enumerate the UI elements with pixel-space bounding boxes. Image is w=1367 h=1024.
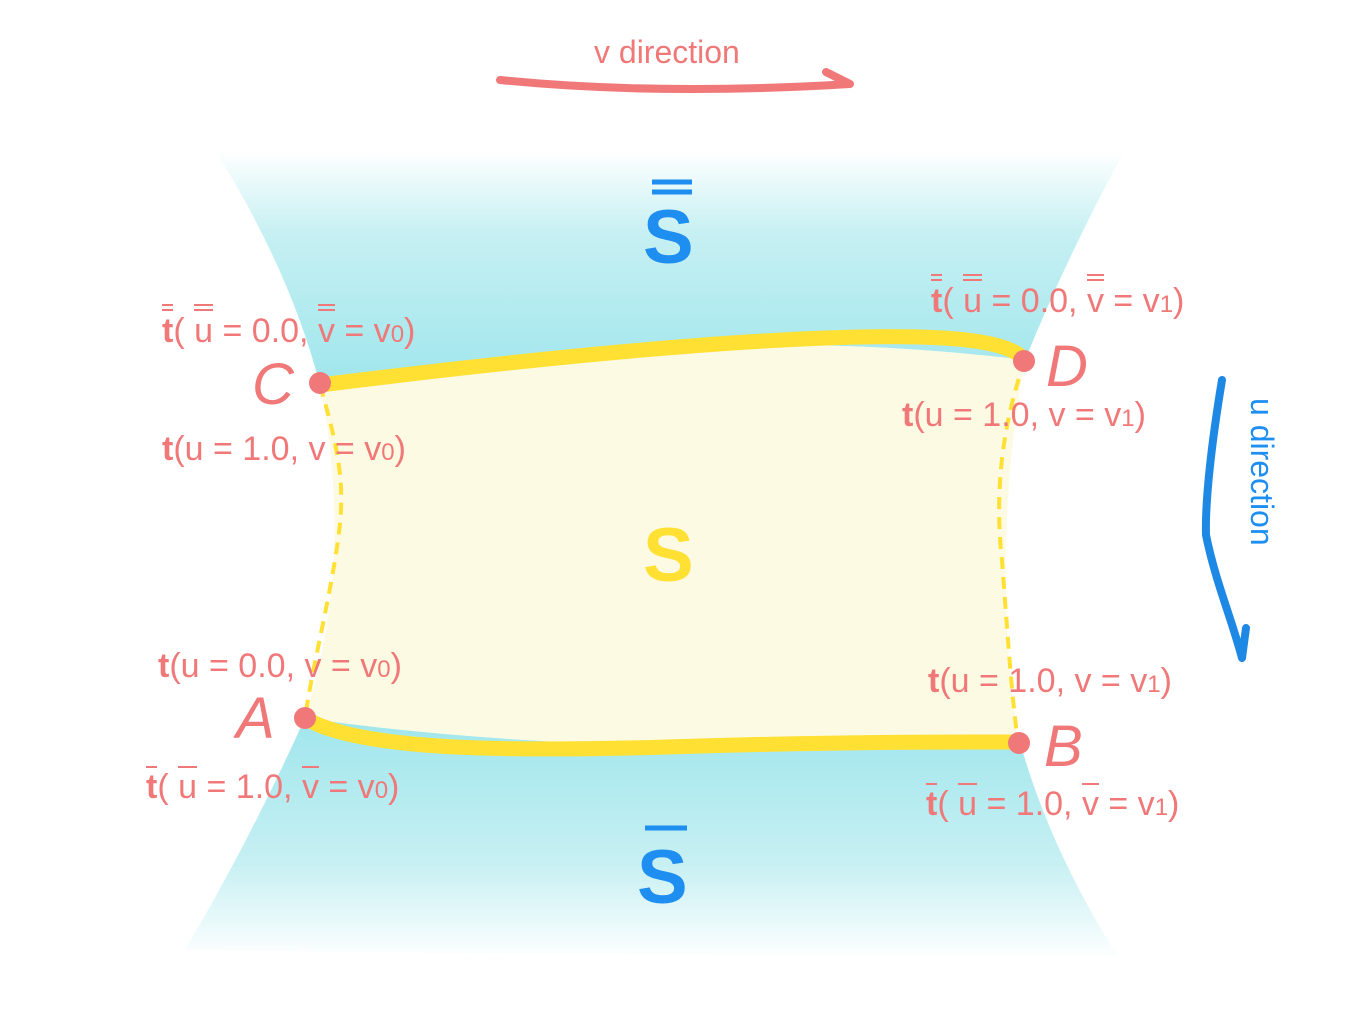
v-direction-arrow (496, 68, 854, 93)
point-C-label: C (252, 352, 294, 417)
u-direction-arrow (1201, 376, 1250, 662)
point-D-marker (1013, 350, 1035, 372)
u-direction-label: u direction (1244, 398, 1280, 546)
label-A-top: t(u = 0.0, v = v0) (158, 647, 402, 685)
top-surface-region (215, 150, 1125, 385)
boundary-edge-left (303, 384, 344, 719)
point-D-label: D (1046, 334, 1088, 399)
surface-S-label: S (643, 513, 694, 598)
label-D-top: t( u = 0.0, v = v1) (931, 274, 1185, 320)
bottom-surface-region (185, 718, 1120, 960)
label-C-top: t( u = 0.0, v = v0) (162, 304, 416, 350)
point-B-marker (1008, 732, 1030, 754)
label-B-top: t(u = 1.0, v = v1) (928, 662, 1172, 700)
point-A-marker (294, 707, 316, 729)
label-C-bottom: t(u = 1.0, v = v0) (162, 430, 406, 468)
point-A-label: A (236, 686, 275, 751)
surface-S-double-bar-label: S (643, 195, 694, 280)
surface-S-bar-label: S (637, 835, 688, 920)
label-B-bottom: t( u = 1.0, v = v1) (926, 783, 1180, 823)
v-direction-label: v direction (594, 34, 740, 70)
point-C-marker (309, 372, 331, 394)
label-A-bottom: t( u = 1.0, v = v0) (146, 766, 400, 806)
boundary-curve-bottom (297, 710, 1026, 757)
center-surface-region (305, 344, 1025, 748)
boundary-curve-top (312, 329, 1033, 393)
boundary-edge-right (997, 359, 1027, 743)
point-B-label: B (1044, 714, 1083, 779)
label-D-bottom: t(u = 1.0, v = v1) (902, 396, 1146, 434)
